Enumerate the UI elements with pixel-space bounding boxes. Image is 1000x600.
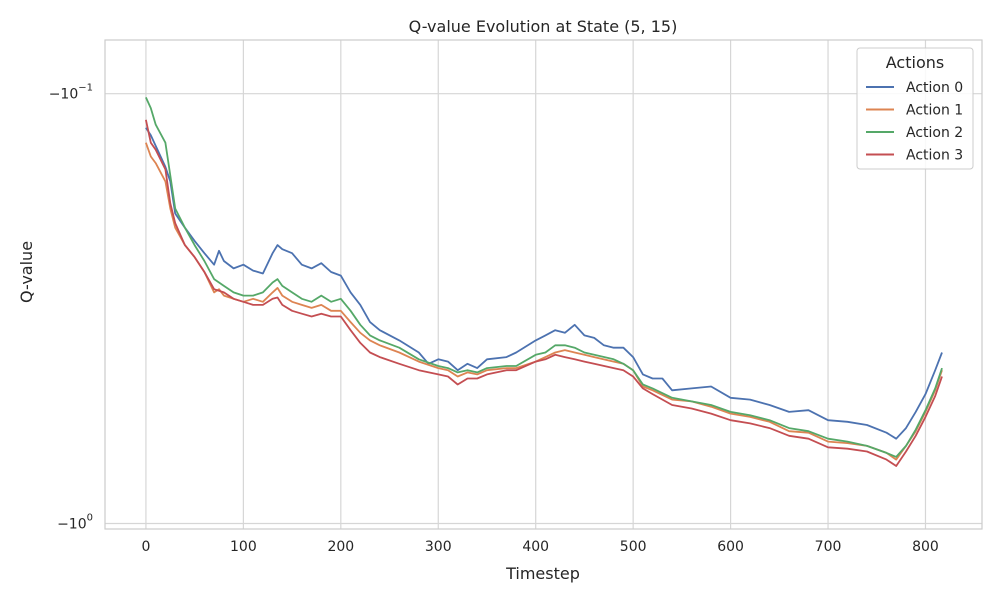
x-axis-ticks: 0 100 200 300 400 500 600 700 800 — [141, 539, 938, 555]
plot-area-border — [104, 39, 983, 530]
y-tick-base: −10 — [49, 87, 79, 103]
y-tick-base: −10 — [57, 516, 87, 532]
legend-title: Actions — [886, 53, 944, 72]
y-tick-exponent: 0 — [87, 512, 93, 523]
legend-items: Action 0 Action 1 Action 2 Action 3 — [866, 80, 963, 164]
series-layer — [145, 97, 943, 467]
legend-label: Action 0 — [906, 80, 963, 96]
x-tick-label: 400 — [522, 539, 549, 555]
legend-label: Action 2 — [906, 125, 963, 141]
series-line-action-1 — [145, 142, 943, 461]
legend-label: Action 3 — [906, 148, 963, 164]
y-tick-label: −10−1 — [49, 83, 93, 103]
x-tick-label: 0 — [141, 539, 150, 555]
x-tick-label: 800 — [912, 539, 939, 555]
chart-title: Q-value Evolution at State (5, 15) — [409, 17, 678, 36]
series-line-action-3 — [145, 119, 943, 467]
grid-lines — [105, 40, 982, 529]
series-line-action-2 — [145, 97, 943, 458]
x-tick-label: 300 — [425, 539, 452, 555]
legend-label: Action 1 — [906, 103, 963, 119]
x-tick-label: 200 — [327, 539, 354, 555]
x-tick-label: 700 — [815, 539, 842, 555]
y-axis-ticks: −10−1−100 — [49, 83, 93, 533]
x-tick-label: 500 — [620, 539, 647, 555]
x-tick-label: 100 — [230, 539, 257, 555]
series-line-action-0 — [145, 127, 943, 440]
x-tick-label: 600 — [717, 539, 744, 555]
legend: Actions Action 0 Action 1 Action 2 Action 3 — [856, 47, 974, 170]
y-tick-label: −100 — [57, 512, 93, 532]
plot-frame — [104, 39, 983, 530]
x-axis-label: Timestep — [505, 564, 580, 583]
y-tick-exponent: −1 — [78, 83, 93, 94]
y-axis-label: Q-value — [17, 241, 36, 303]
legend-box — [856, 47, 974, 170]
